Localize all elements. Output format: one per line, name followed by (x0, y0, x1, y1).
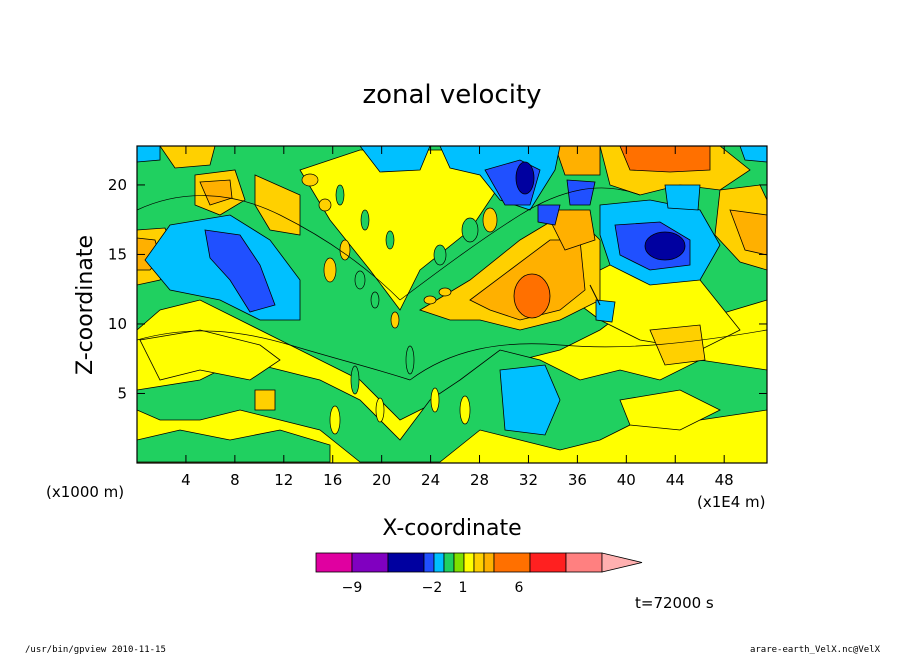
field-negative (137, 146, 767, 436)
x-tick-label: 32 (519, 471, 538, 489)
x-tick-label: 4 (181, 471, 191, 489)
colorbar-swatch (565, 552, 603, 573)
colorbar-label: 6 (515, 580, 524, 596)
colorbar-swatch (473, 552, 485, 573)
x-tick-label: 20 (372, 471, 391, 489)
colorbar-swatch (483, 552, 495, 573)
y-tick-label: 15 (108, 245, 127, 263)
chart-title: zonal velocity (362, 80, 541, 110)
colorbar-extend-arrow (601, 552, 643, 573)
colorbar-swatch (443, 552, 455, 573)
x-tick-label: 44 (666, 471, 685, 489)
colorbar-label: 1 (459, 580, 468, 596)
plot-frame (136, 145, 768, 464)
footer-left: /usr/bin/gpview 2010-11-15 (25, 645, 166, 654)
colorbar-swatch (433, 552, 445, 573)
time-label: t=72000 s (635, 594, 714, 612)
colorbar-swatch (453, 552, 465, 573)
x-axis-label: X-coordinate (382, 516, 521, 541)
colorbar-label: −2 (422, 580, 443, 596)
colorbar (315, 552, 643, 573)
x-axis: 4 8 12 16 20 24 28 32 36 40 44 48 (181, 146, 734, 489)
contour-streak (589, 284, 601, 306)
x-tick-label: 24 (421, 471, 440, 489)
y-tick-label: 20 (108, 176, 127, 194)
footer-right: arare-earth_VelX.nc@VelX (750, 645, 881, 654)
colorbar-swatch (493, 552, 531, 573)
field-streaks (301, 173, 498, 435)
x-tick-label: 16 (323, 471, 342, 489)
x-unit-label: (x1E4 m) (697, 493, 766, 511)
x-tick-label: 28 (470, 471, 489, 489)
colorbar-labels: −9 −2 1 6 (342, 580, 524, 596)
x-tick-label: 12 (274, 471, 293, 489)
x-tick-label: 40 (617, 471, 636, 489)
colorbar-label: −9 (342, 580, 363, 596)
colorbar-swatch (315, 552, 353, 573)
colorbar-swatch (423, 552, 435, 573)
field-positive (137, 146, 767, 411)
colorbar-swatch (463, 552, 475, 573)
y-axis: 5 10 15 20 (108, 176, 767, 402)
colorbar-swatch (387, 552, 425, 573)
y-tick-label: 10 (108, 315, 127, 333)
y-axis-label: Z-coordinate (73, 235, 98, 375)
y-tick-label: 5 (117, 384, 127, 402)
x-tick-label: 48 (715, 471, 734, 489)
plot-area (137, 146, 767, 463)
colorbar-swatch (529, 552, 567, 573)
x-tick-label: 8 (230, 471, 240, 489)
x-tick-label: 36 (568, 471, 587, 489)
y-unit-label: (x1000 m) (46, 483, 124, 501)
colorbar-swatch (351, 552, 389, 573)
contour-lines (137, 187, 767, 381)
